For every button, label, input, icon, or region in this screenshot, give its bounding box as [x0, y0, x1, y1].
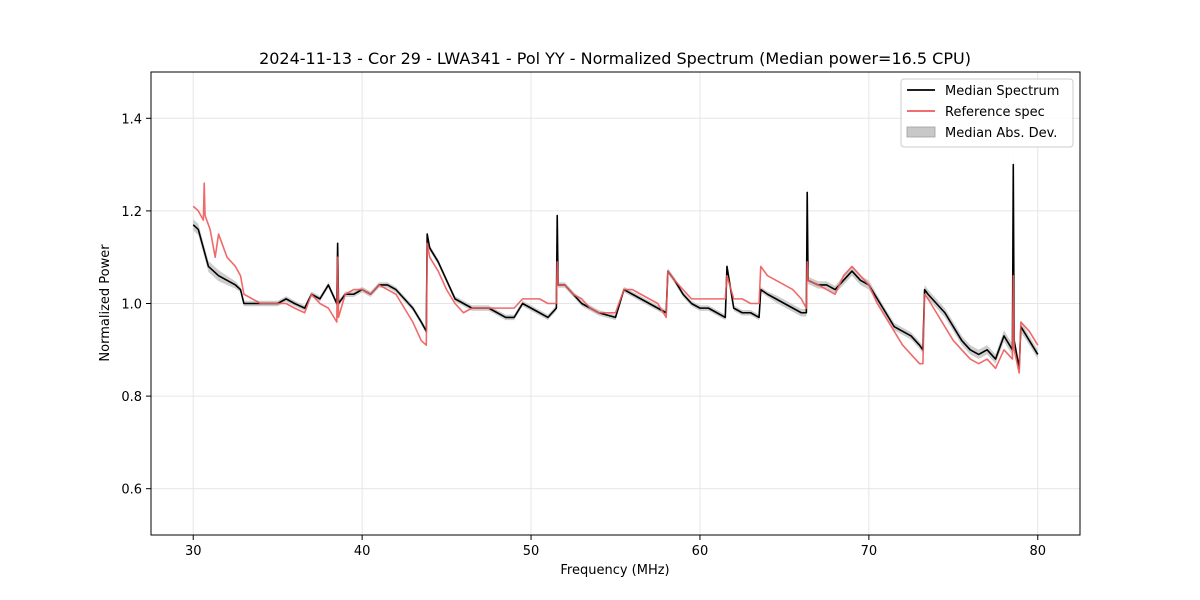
y-tick-label: 1.2 [121, 205, 142, 220]
legend-label-median: Median Spectrum [945, 84, 1059, 99]
x-tick-label: 50 [523, 544, 540, 559]
legend-label-reference: Reference spec [945, 105, 1045, 120]
legend: Median Spectrum Reference spec Median Ab… [900, 78, 1074, 148]
legend-label-mad: Median Abs. Dev. [945, 126, 1057, 141]
series-layer [192, 163, 1039, 374]
x-axis-ticks: 30 40 50 60 70 80 [185, 535, 1046, 559]
x-axis-label: Frequency (MHz) [560, 563, 669, 578]
x-tick-label: 30 [185, 544, 202, 559]
x-tick-label: 40 [354, 544, 371, 559]
x-tick-label: 60 [692, 544, 709, 559]
y-tick-label: 1.4 [121, 112, 142, 127]
y-axis-ticks: 0.6 0.8 1.0 1.2 1.4 [121, 112, 151, 498]
y-tick-label: 1.0 [121, 298, 142, 313]
legend-box [900, 78, 1074, 148]
y-tick-label: 0.6 [121, 483, 142, 498]
y-tick-label: 0.8 [121, 390, 142, 405]
chart-title: 2024-11-13 - Cor 29 - LWA341 - Pol YY - … [259, 49, 971, 68]
y-axis-label: Normalized Power [98, 244, 113, 362]
x-tick-label: 70 [861, 544, 878, 559]
plot-area [192, 150, 1039, 374]
x-tick-label: 80 [1029, 544, 1046, 559]
reference-spec-line [192, 182, 1039, 374]
legend-swatch-mad [906, 126, 936, 138]
